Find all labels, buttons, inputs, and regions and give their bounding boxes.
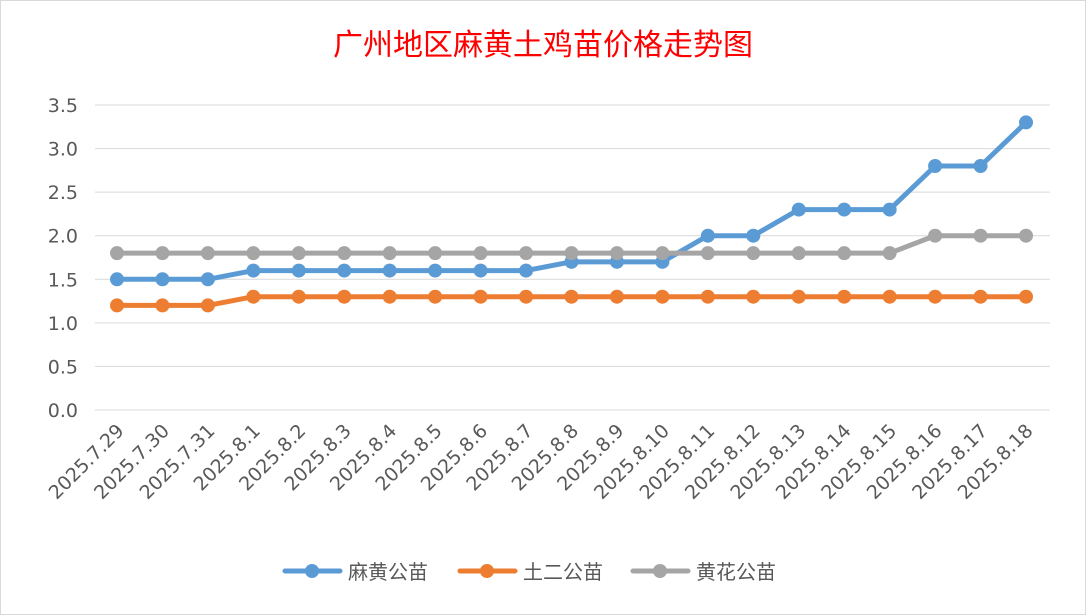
data-point (700, 228, 715, 243)
data-point (200, 246, 215, 261)
data-point (928, 159, 943, 173)
data-point (973, 228, 988, 243)
legend: 麻黄公苗 土二公苗 黄花公苗 (282, 560, 776, 584)
data-point (882, 246, 897, 261)
data-point (564, 289, 579, 304)
data-point (246, 263, 261, 278)
data-point (291, 246, 306, 261)
x-axis-labels: 2025.7.292025.7.302025.7.312025.8.12025.… (45, 420, 1038, 504)
data-point (700, 246, 715, 261)
data-point (791, 289, 806, 304)
data-point (200, 298, 215, 313)
data-point (973, 159, 988, 173)
data-point (655, 289, 670, 304)
data-point (155, 272, 170, 287)
data-point (746, 228, 761, 243)
data-point (337, 289, 352, 304)
legend-item: 黄花公苗 (630, 560, 776, 584)
data-point (428, 263, 443, 278)
data-point (519, 289, 534, 304)
data-point (473, 246, 488, 261)
data-point (791, 202, 806, 217)
data-point (337, 246, 352, 261)
data-point (564, 246, 579, 261)
data-point (519, 263, 534, 278)
legend-item: 土二公苗 (457, 560, 603, 584)
series-2 (110, 289, 1033, 313)
data-point (609, 246, 624, 261)
y-tick-label: 3.0 (48, 139, 78, 161)
legend-label: 麻黄公苗 (348, 560, 428, 584)
data-point (700, 289, 715, 304)
gridlines (95, 104, 1050, 411)
legend-item: 麻黄公苗 (282, 560, 428, 584)
data-point (382, 289, 397, 304)
legend-swatch-marker (653, 564, 667, 578)
data-point (655, 246, 670, 261)
y-tick-label: 1.5 (48, 269, 78, 291)
data-point (110, 272, 124, 287)
data-point (382, 263, 397, 278)
data-point (973, 289, 988, 304)
data-point (1019, 228, 1033, 243)
data-point (337, 263, 352, 278)
chart-title: 广州地区麻黄土鸡苗价格走势图 (333, 28, 753, 63)
data-point (291, 263, 306, 278)
data-point (110, 246, 124, 261)
y-tick-label: 2.5 (48, 182, 78, 204)
data-point (155, 298, 170, 313)
data-point (837, 289, 852, 304)
data-point (428, 246, 443, 261)
data-point (746, 289, 761, 304)
y-axis-labels: 0.0 0.5 1.0 1.5 2.0 2.5 3.0 3.5 (48, 95, 78, 422)
y-tick-label: 0.5 (48, 356, 78, 378)
data-point (473, 289, 488, 304)
data-point (519, 246, 534, 261)
y-tick-label: 3.5 (48, 95, 78, 117)
legend-swatch-marker (480, 564, 494, 578)
data-point (837, 246, 852, 261)
data-point (609, 289, 624, 304)
series-lines (110, 115, 1033, 313)
data-point (791, 246, 806, 261)
series-3 (110, 228, 1033, 261)
data-point (428, 289, 443, 304)
y-tick-label: 0.0 (48, 400, 78, 422)
legend-label: 黄花公苗 (696, 560, 776, 584)
data-point (382, 246, 397, 261)
data-point (473, 263, 488, 278)
data-point (837, 202, 852, 217)
data-point (200, 272, 215, 287)
data-point (928, 289, 943, 304)
data-point (928, 228, 943, 243)
series-1 (110, 115, 1033, 287)
data-point (246, 289, 261, 304)
y-tick-label: 2.0 (48, 226, 78, 248)
data-point (1019, 115, 1033, 130)
data-point (155, 246, 170, 261)
legend-label: 土二公苗 (523, 560, 603, 584)
data-point (1019, 289, 1033, 304)
y-tick-label: 1.0 (48, 313, 78, 335)
legend-swatch-marker (305, 564, 319, 578)
data-point (291, 289, 306, 304)
data-point (246, 246, 261, 261)
data-point (882, 289, 897, 304)
data-point (882, 202, 897, 217)
data-point (110, 298, 124, 313)
data-point (746, 246, 761, 261)
